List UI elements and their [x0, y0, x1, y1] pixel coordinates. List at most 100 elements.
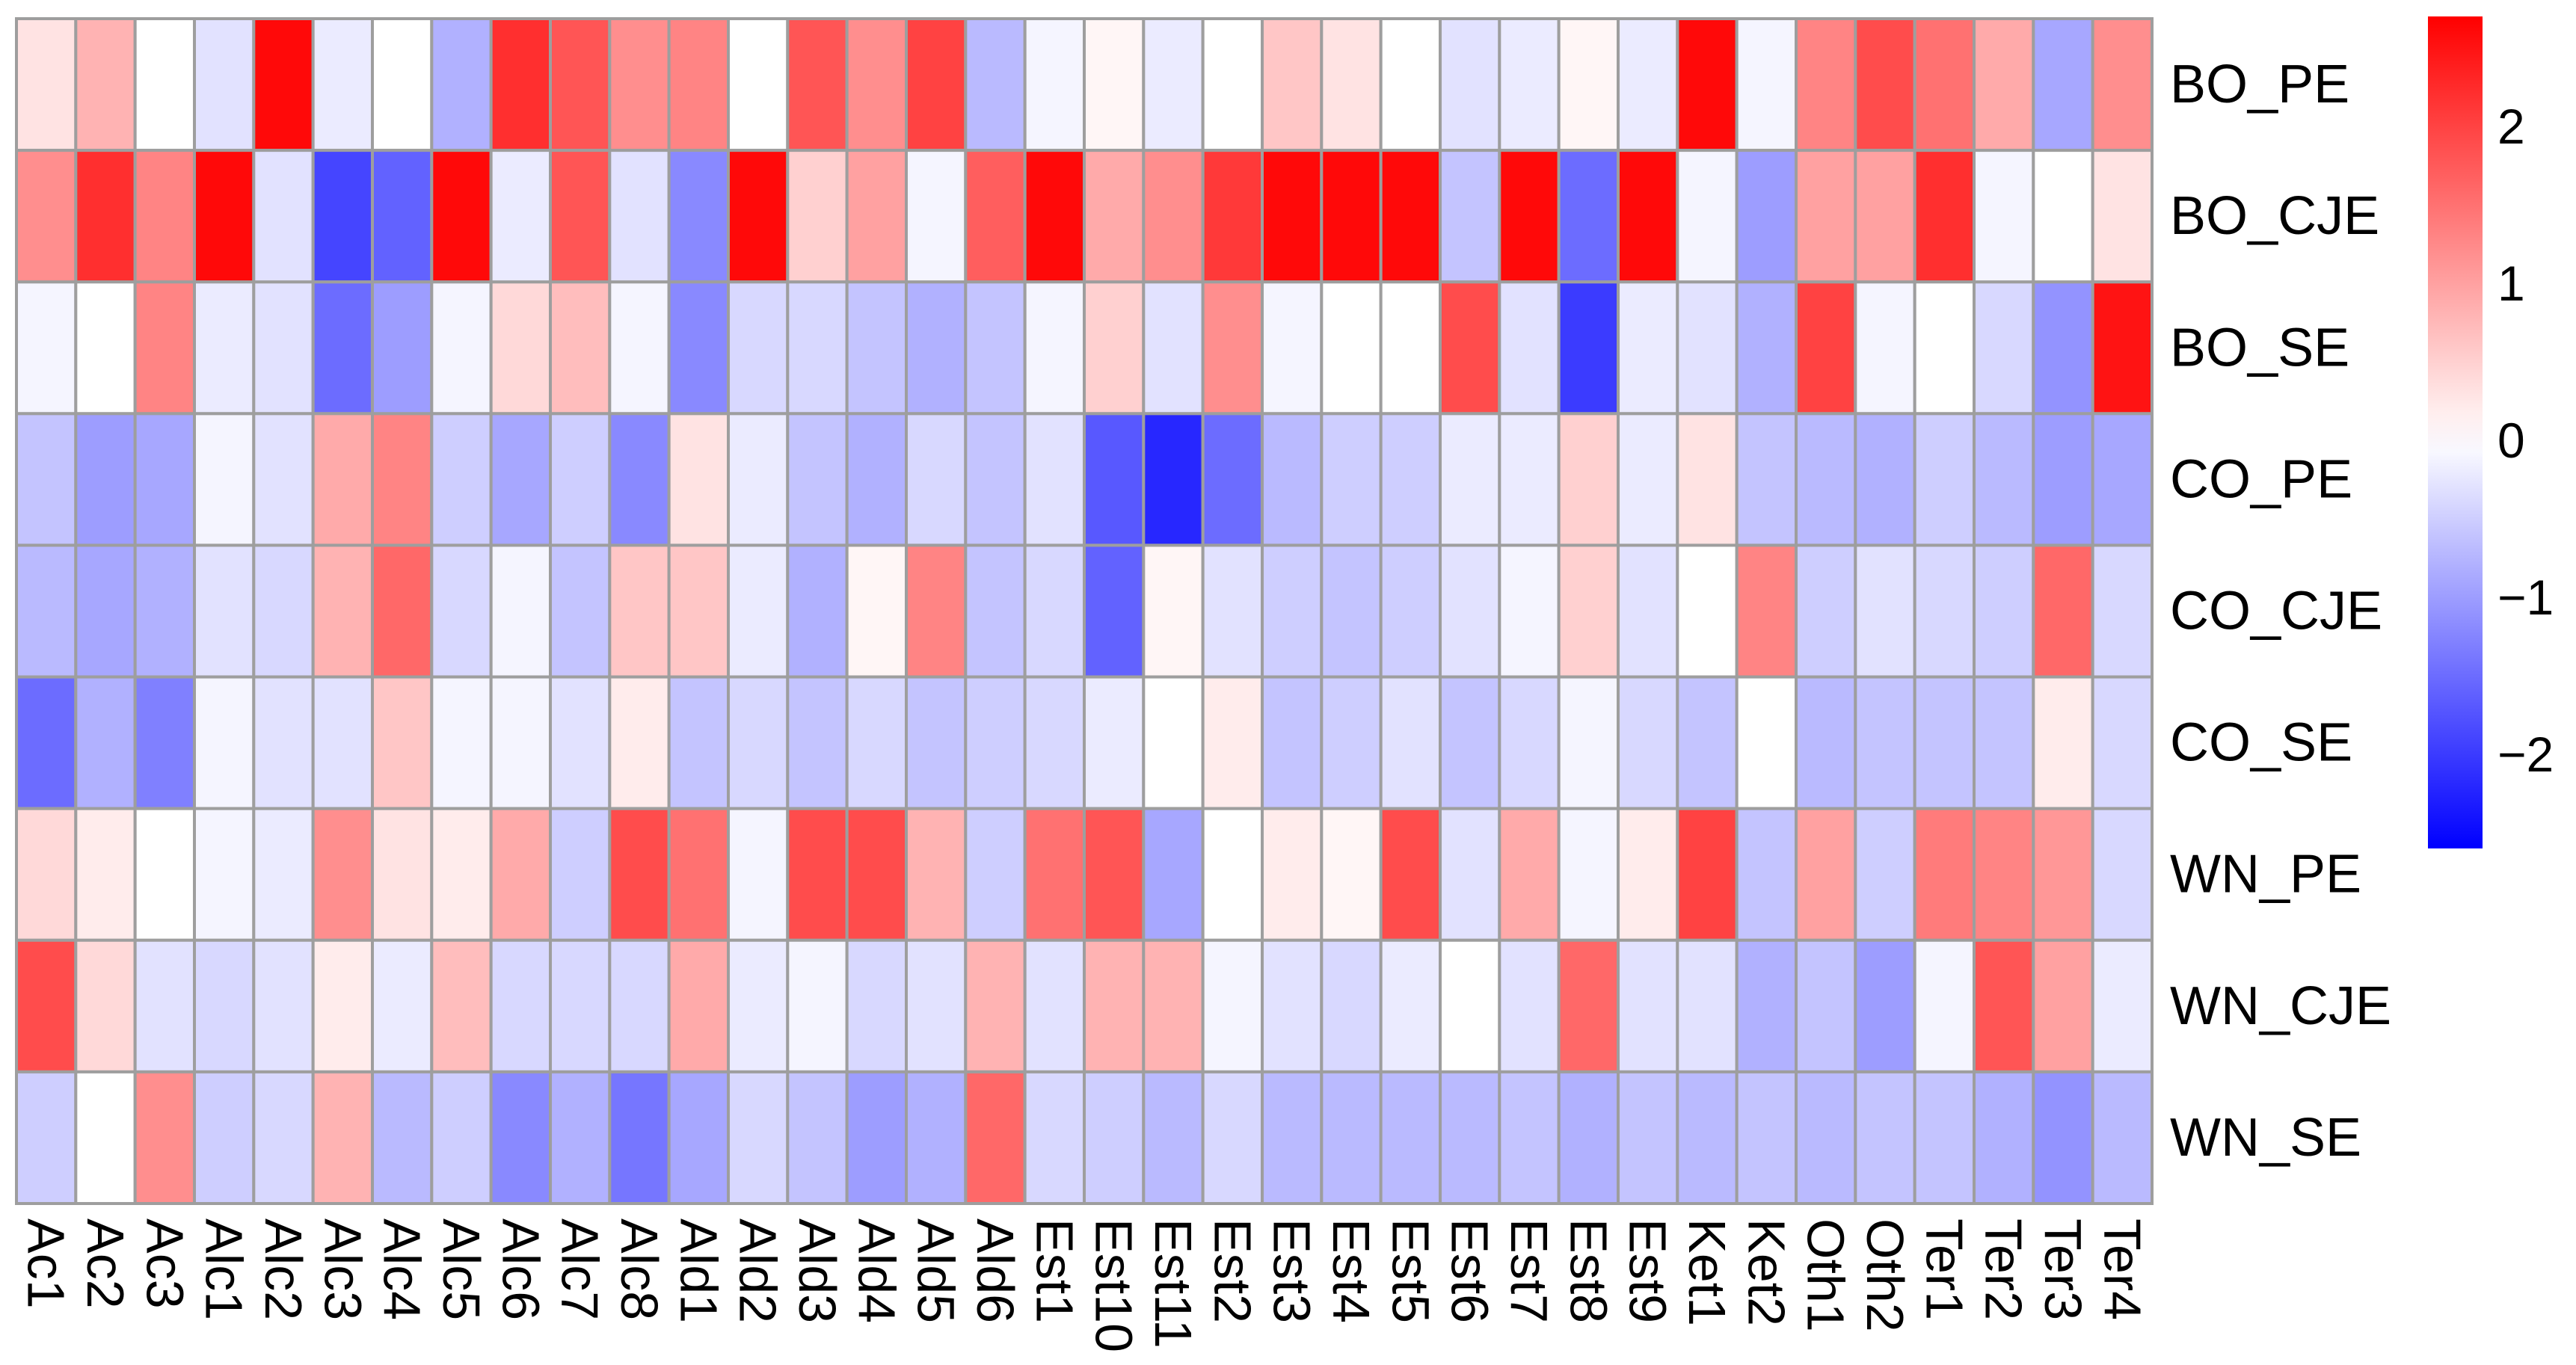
column-label: Alc8	[610, 1218, 668, 1320]
heatmap-cell-CO_SE-Est9	[1617, 675, 1679, 810]
heatmap-cell-BO_PE-Alc5	[430, 17, 493, 152]
heatmap-cell-CO_CJE-Est2	[1201, 543, 1264, 679]
heatmap-cell-WN_PE-Alc7	[549, 807, 612, 942]
heatmap-cell-WN_SE-Oth2	[1854, 1070, 1916, 1206]
heatmap-cell-CO_PE-Est1	[1023, 412, 1086, 547]
heatmap-cell-CO_PE-Est3	[1261, 412, 1324, 547]
heatmap-cell-BO_SE-Ald4	[845, 280, 908, 416]
heatmap-cell-BO_CJE-Ac3	[133, 149, 197, 284]
heatmap-cell-WN_PE-Ald3	[786, 807, 849, 942]
heatmap-cell-BO_PE-Est7	[1498, 17, 1561, 152]
column-label: Alc2	[254, 1218, 313, 1320]
heatmap-cell-WN_SE-Alc6	[489, 1070, 553, 1206]
heatmap-cell-BO_CJE-Oth2	[1854, 149, 1916, 284]
heatmap-cell-BO_PE-Ac2	[74, 17, 137, 152]
legend-tick-label: −1	[2497, 570, 2554, 625]
heatmap-cell-BO_CJE-Ald1	[667, 149, 731, 284]
heatmap-cell-CO_PE-Est8	[1557, 412, 1620, 547]
heatmap-cell-WN_SE-Ter3	[2032, 1070, 2094, 1206]
heatmap-cell-WN_PE-Ter1	[1913, 807, 1976, 942]
heatmap-cell-CO_PE-Alc5	[430, 412, 493, 547]
heatmap-cell-BO_SE-Alc2	[252, 280, 315, 416]
heatmap-cell-WN_PE-Ald5	[905, 807, 968, 942]
heatmap-cell-WN_CJE-Ter1	[1913, 938, 1976, 1073]
heatmap-cell-CO_PE-Ter3	[2032, 412, 2094, 547]
heatmap-cell-WN_SE-Est4	[1320, 1070, 1383, 1206]
heatmap-cell-BO_PE-Ter2	[1973, 17, 2035, 152]
heatmap-cell-CO_CJE-Ald1	[667, 543, 731, 679]
heatmap-cell-WN_CJE-Oth1	[1795, 938, 1857, 1073]
heatmap-cell-CO_CJE-Alc6	[489, 543, 553, 679]
heatmap-cell-CO_SE-Ac1	[15, 675, 78, 810]
heatmap-cell-BO_PE-Alc3	[311, 17, 374, 152]
heatmap-cell-CO_PE-Ac2	[74, 412, 137, 547]
heatmap-cell-CO_PE-Alc1	[193, 412, 256, 547]
heatmap-cell-BO_PE-Ket2	[1735, 17, 1798, 152]
heatmap-cell-BO_PE-Est8	[1557, 17, 1620, 152]
heatmap-cell-CO_CJE-Ket1	[1676, 543, 1739, 679]
heatmap-cell-WN_SE-Est6	[1439, 1070, 1501, 1206]
heatmap-cell-CO_PE-Alc4	[371, 412, 434, 547]
heatmap-cell-WN_SE-Est8	[1557, 1070, 1620, 1206]
color-legend-bar	[2428, 16, 2483, 848]
heatmap-cell-BO_PE-Oth2	[1854, 17, 1916, 152]
heatmap-cell-CO_CJE-Ter3	[2032, 543, 2094, 679]
heatmap-cell-WN_PE-Est5	[1379, 807, 1442, 942]
heatmap-cell-WN_SE-Alc1	[193, 1070, 256, 1206]
heatmap-cell-BO_PE-Ald4	[845, 17, 908, 152]
heatmap-cell-CO_SE-Ald6	[964, 675, 1027, 810]
column-label: Ter4	[2093, 1218, 2151, 1320]
column-label: Est2	[1203, 1218, 1261, 1323]
heatmap-cell-BO_CJE-Est6	[1439, 149, 1501, 284]
heatmap-cell-WN_PE-Oth2	[1854, 807, 1916, 942]
heatmap-cell-CO_SE-Est10	[1083, 675, 1146, 810]
heatmap-cell-WN_PE-Est2	[1201, 807, 1264, 942]
heatmap-cell-WN_PE-Est1	[1023, 807, 1086, 942]
heatmap-cell-BO_CJE-Ket1	[1676, 149, 1739, 284]
heatmap-cell-WN_CJE-Alc7	[549, 938, 612, 1073]
heatmap-cell-CO_SE-Est2	[1201, 675, 1264, 810]
column-label: Est10	[1085, 1218, 1143, 1352]
heatmap-cell-BO_CJE-Ac2	[74, 149, 137, 284]
heatmap-cell-BO_CJE-Ter1	[1913, 149, 1976, 284]
legend-tick-label: −2	[2497, 727, 2554, 782]
column-label: Ket2	[1737, 1218, 1795, 1326]
heatmap-cell-WN_PE-Alc4	[371, 807, 434, 942]
heatmap-cell-WN_CJE-Ald2	[727, 938, 790, 1073]
legend-tick-label: 0	[2497, 413, 2525, 468]
heatmap-cell-BO_CJE-Alc5	[430, 149, 493, 284]
row-label: WN_SE	[2170, 1108, 2361, 1168]
heatmap-cell-BO_CJE-Est2	[1201, 149, 1264, 284]
heatmap-cell-CO_PE-Est11	[1142, 412, 1205, 547]
heatmap-cell-BO_SE-Alc4	[371, 280, 434, 416]
heatmap-cell-WN_PE-Alc8	[608, 807, 671, 942]
heatmap-cell-WN_PE-Ket1	[1676, 807, 1739, 942]
heatmap-cell-CO_SE-Alc6	[489, 675, 553, 810]
column-label: Est6	[1441, 1218, 1499, 1323]
heatmap-cell-CO_CJE-Alc1	[193, 543, 256, 679]
heatmap-cell-CO_PE-Alc7	[549, 412, 612, 547]
heatmap-cell-WN_CJE-Est5	[1379, 938, 1442, 1073]
column-label: Ald1	[669, 1218, 728, 1323]
heatmap-cell-CO_CJE-Est6	[1439, 543, 1501, 679]
heatmap-cell-BO_CJE-Alc7	[549, 149, 612, 284]
heatmap-cell-BO_PE-Ter4	[2091, 17, 2154, 152]
heatmap-cell-BO_PE-Ald2	[727, 17, 790, 152]
heatmap-cell-BO_CJE-Est11	[1142, 149, 1205, 284]
heatmap-cell-WN_SE-Ket1	[1676, 1070, 1739, 1206]
heatmap-cell-WN_PE-Ket2	[1735, 807, 1798, 942]
heatmap-cell-BO_PE-Ald5	[905, 17, 968, 152]
heatmap-cell-BO_SE-Est10	[1083, 280, 1146, 416]
heatmap-cell-CO_SE-Ald1	[667, 675, 731, 810]
heatmap-cell-CO_SE-Alc4	[371, 675, 434, 810]
heatmap-cell-WN_CJE-Est11	[1142, 938, 1205, 1073]
column-label: Alc7	[551, 1218, 609, 1320]
column-label: Est11	[1144, 1218, 1202, 1349]
heatmap-cell-CO_SE-Est1	[1023, 675, 1086, 810]
heatmap-cell-CO_SE-Ter2	[1973, 675, 2035, 810]
heatmap-cell-WN_CJE-Est7	[1498, 938, 1561, 1073]
heatmap-cell-CO_CJE-Est1	[1023, 543, 1086, 679]
heatmap-cell-WN_CJE-Ac1	[15, 938, 78, 1073]
heatmap-cell-BO_CJE-Est1	[1023, 149, 1086, 284]
